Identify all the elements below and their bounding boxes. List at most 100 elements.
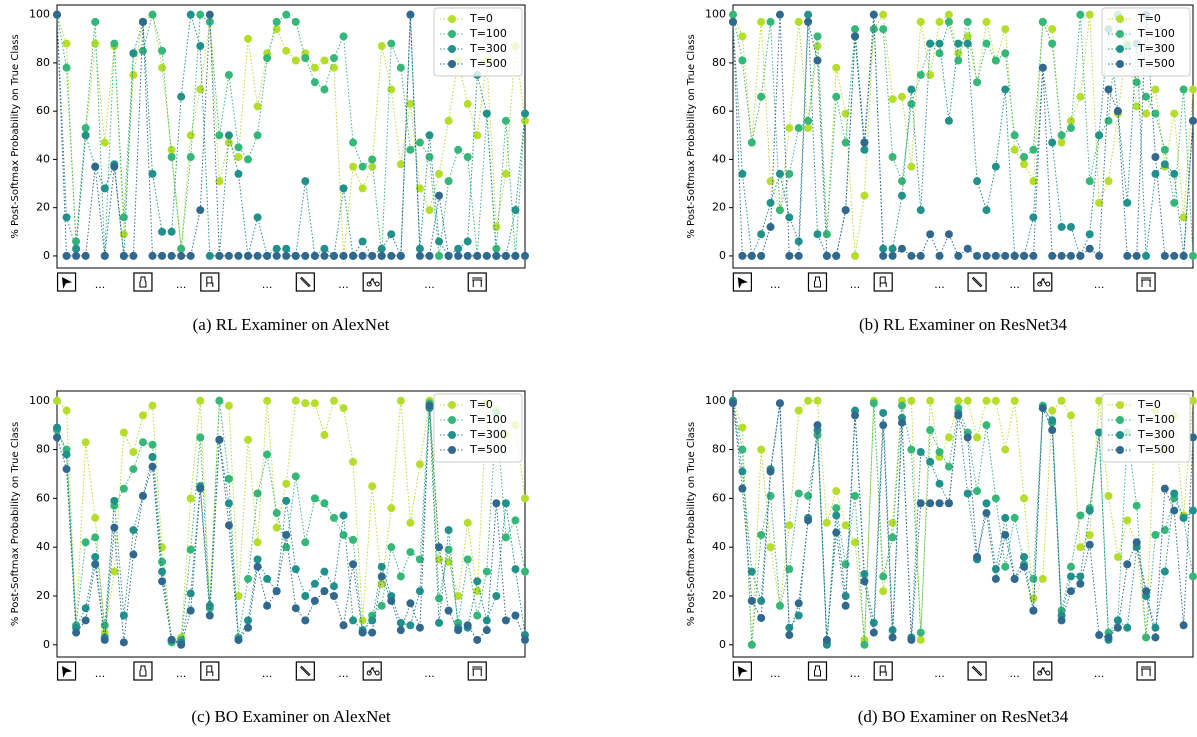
data-point xyxy=(196,484,205,493)
plot-frame xyxy=(56,390,526,658)
data-point xyxy=(377,562,386,571)
x-tick-label: ... xyxy=(338,667,349,680)
data-point xyxy=(1189,506,1197,515)
data-point xyxy=(215,435,224,444)
data-point xyxy=(435,618,444,627)
data-point xyxy=(1085,506,1094,515)
x-tick-icon xyxy=(56,272,77,292)
data-point xyxy=(813,32,822,41)
x-tick-label: ... xyxy=(338,278,349,291)
data-point xyxy=(1160,145,1169,154)
x-tick-icon xyxy=(1033,272,1053,292)
data-point xyxy=(320,499,329,508)
icon-glyph xyxy=(737,666,748,678)
data-point xyxy=(916,448,925,457)
data-point xyxy=(1170,109,1179,118)
data-point xyxy=(804,124,813,133)
x-tick-label: ... xyxy=(770,278,781,291)
icon-frame xyxy=(133,272,153,292)
data-point xyxy=(851,251,860,260)
data-point xyxy=(973,487,982,496)
data-point xyxy=(1029,606,1038,615)
data-point xyxy=(907,251,916,260)
subplot: 0 20 40 60 80 100 % Post-Softmax Probability o… xyxy=(686,390,1197,726)
data-point xyxy=(879,408,888,417)
data-point xyxy=(1170,251,1179,260)
data-point xyxy=(991,56,1000,65)
data-point xyxy=(775,399,784,408)
data-point xyxy=(1048,251,1057,260)
data-point xyxy=(368,162,377,171)
series-line xyxy=(732,14,1194,258)
data-point xyxy=(492,591,501,600)
data-point xyxy=(851,25,860,34)
data-point xyxy=(888,251,897,260)
data-point xyxy=(320,56,329,65)
data-point xyxy=(358,184,367,193)
icon-frame xyxy=(362,661,382,681)
data-point xyxy=(349,457,358,466)
data-point xyxy=(425,153,434,162)
data-point xyxy=(1001,251,1010,260)
legend-marker xyxy=(1116,60,1124,68)
data-point xyxy=(196,85,205,94)
data-point xyxy=(916,17,925,26)
data-point xyxy=(272,523,281,532)
data-point xyxy=(244,34,253,43)
icon-glyph xyxy=(366,278,380,287)
data-point xyxy=(387,251,396,260)
data-point xyxy=(91,162,100,171)
data-point xyxy=(244,616,253,625)
x-tick-label: ... xyxy=(176,278,187,291)
data-point xyxy=(1160,251,1169,260)
data-point xyxy=(100,184,109,193)
data-point xyxy=(1095,251,1104,260)
data-point xyxy=(425,131,434,140)
legend-marker xyxy=(1116,30,1124,38)
data-point xyxy=(775,601,784,610)
data-point xyxy=(757,530,766,539)
data-point xyxy=(1170,198,1179,207)
data-point xyxy=(1189,116,1197,125)
data-point xyxy=(944,462,953,471)
data-point xyxy=(234,251,243,260)
data-point xyxy=(869,628,878,637)
legend-label: T=100 xyxy=(469,27,507,40)
data-point xyxy=(435,594,444,603)
x-tick-label: ... xyxy=(424,667,435,680)
data-point xyxy=(869,10,878,19)
data-point xyxy=(804,10,813,19)
data-point xyxy=(1189,433,1197,442)
x-tick-label: ... xyxy=(262,667,273,680)
data-point xyxy=(329,513,338,522)
data-point xyxy=(738,467,747,476)
data-point xyxy=(785,631,794,640)
caption: (c) BO Examiner on AlexNet xyxy=(191,707,390,726)
data-point xyxy=(501,169,510,178)
data-point xyxy=(1142,633,1151,642)
data-point xyxy=(766,467,775,476)
data-point xyxy=(444,606,453,615)
x-tick-icon xyxy=(133,661,153,681)
data-point xyxy=(851,32,860,41)
data-point xyxy=(1066,251,1075,260)
legend-label: T=0 xyxy=(469,398,493,411)
icon-glyph xyxy=(971,276,983,288)
data-point xyxy=(511,251,520,260)
data-point xyxy=(91,560,100,569)
data-point xyxy=(775,206,784,215)
data-point xyxy=(415,251,424,260)
data-point xyxy=(196,10,205,19)
data-point xyxy=(813,230,822,239)
data-point xyxy=(282,543,291,552)
data-point xyxy=(1085,10,1094,19)
data-point xyxy=(81,604,90,613)
data-point xyxy=(963,32,972,41)
data-point xyxy=(272,25,281,34)
data-point xyxy=(415,244,424,253)
data-point xyxy=(72,244,81,253)
data-point xyxy=(301,538,310,547)
series-line xyxy=(732,400,1194,645)
data-point xyxy=(100,635,109,644)
data-point xyxy=(963,396,972,405)
